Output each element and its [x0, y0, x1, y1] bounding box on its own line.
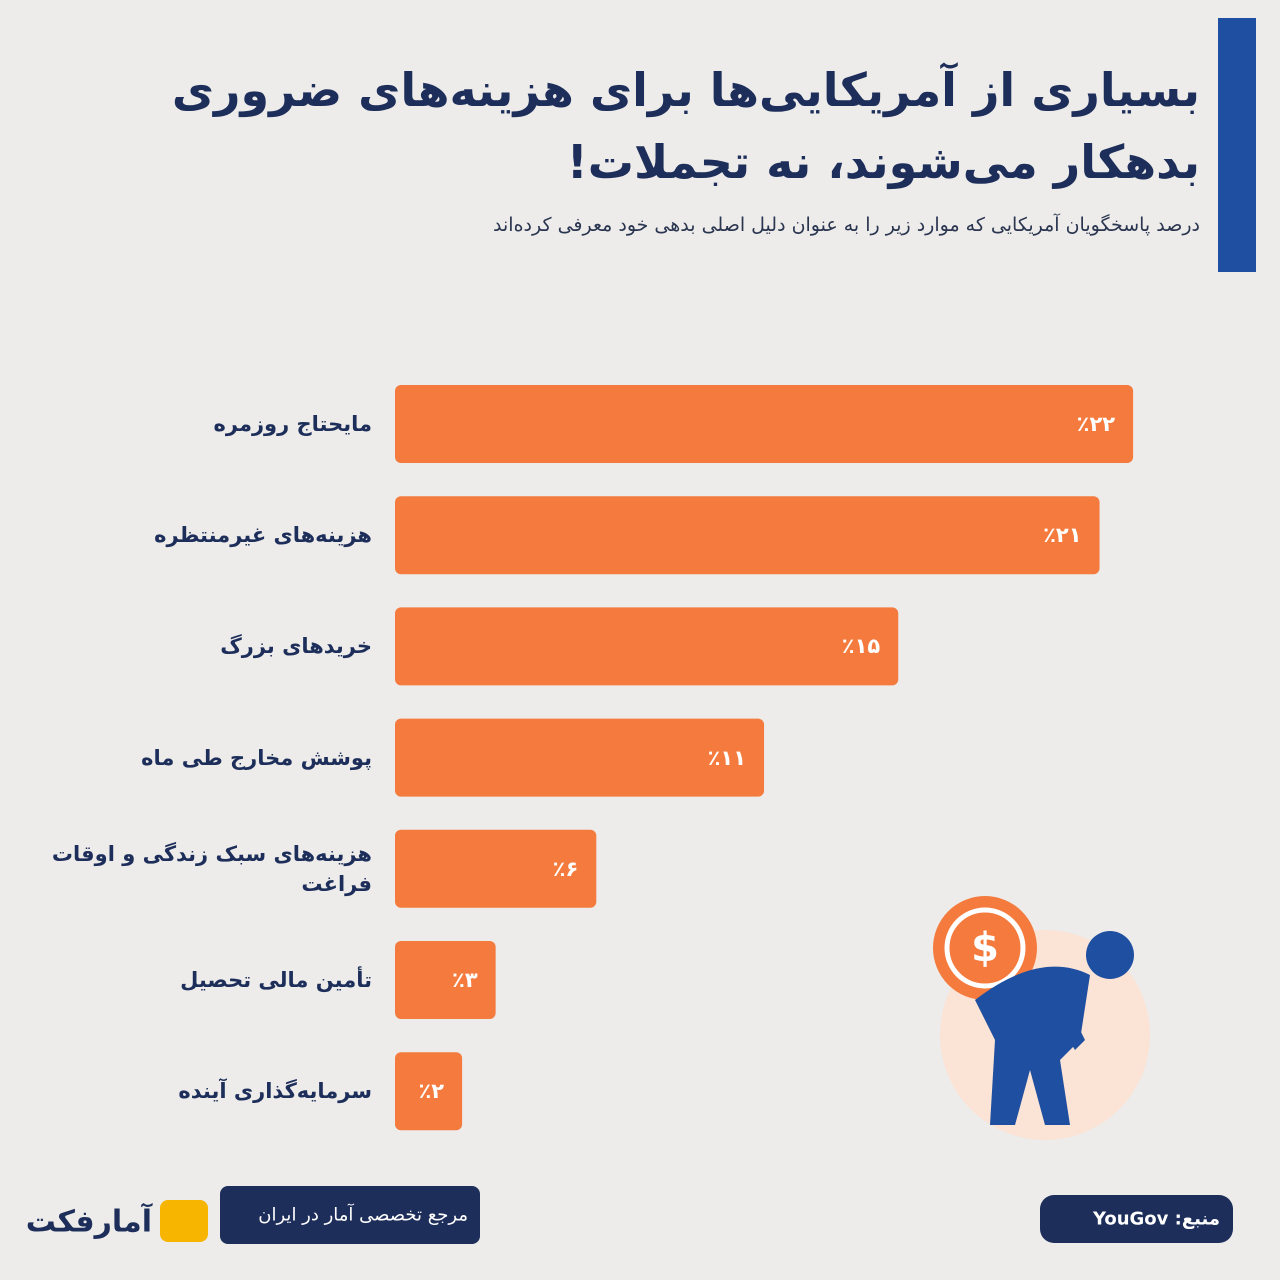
category-label: سرمایه‌گذاری آینده: [178, 1079, 372, 1104]
value-label: ٪۲: [418, 1079, 445, 1104]
bar: [395, 718, 765, 797]
chart-subtitle: درصد پاسخگویان آمریکایی که موارد زیر را …: [493, 214, 1200, 236]
value-label: ٪۲۱: [1043, 523, 1082, 548]
chart-title: بسیاری از آمریکایی‌ها برای هزینه‌های ضرو…: [171, 63, 1200, 117]
chart-title: بدهکار می‌شوند، نه تجملات!: [566, 135, 1200, 189]
category-label: پوشش مخارج طی ماه: [141, 745, 372, 770]
tagline-box: [220, 1186, 480, 1244]
value-label: ٪۱۵: [841, 634, 881, 659]
category-label: خریدهای بزرگ: [220, 634, 372, 659]
value-label: ٪۳: [452, 968, 478, 992]
bar: [395, 1052, 463, 1131]
category-label: هزینه‌های غیرمنتظره: [154, 523, 372, 548]
bar: [395, 385, 1134, 463]
category-label: هزینه‌های سبک زندگی و اوقات فراغت: [51, 841, 372, 896]
value-label: ٪۶: [552, 856, 579, 881]
value-label: ٪۱۱: [707, 745, 747, 770]
tagline: مرجع تخصصی آمار در ایران: [258, 1204, 468, 1226]
bar: [395, 941, 496, 1019]
bar: [395, 496, 1100, 575]
category-label: تأمین مالی تحصیل: [180, 968, 372, 992]
bar: [395, 607, 899, 686]
source-box: [1040, 1195, 1233, 1243]
source: منبع: YouGov: [1092, 1208, 1220, 1230]
svg-text:$: $: [971, 925, 999, 971]
bar: [395, 829, 597, 908]
brand: آمارفکت: [25, 1204, 152, 1240]
category-label: مایحتاج روزمره: [213, 412, 372, 436]
value-label: ٪۲۲: [1076, 412, 1116, 436]
illustration: $: [933, 896, 1150, 1140]
accent-bar: [1218, 18, 1256, 272]
logo-mark: [160, 1200, 208, 1242]
